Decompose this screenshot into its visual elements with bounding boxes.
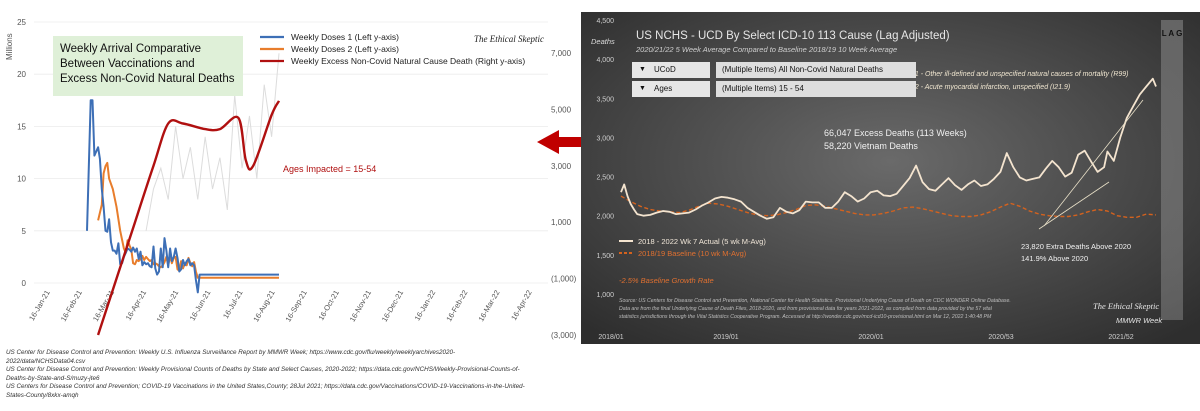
right-y-tick-label: 1,000 (551, 218, 572, 227)
filter-ucod[interactable]: ▼ UCoD (Multiple Items) All Non-Covid Na… (632, 62, 932, 78)
right-y-tick-label: 3,000 (551, 162, 572, 171)
y-tick-label: 2,000 (596, 214, 614, 221)
legend-label-baseline: 2018/19 Baseline (10 wk M-Avg) (638, 249, 747, 258)
pointer-line-1 (1043, 99, 1144, 227)
y-axis-unit-label: Millions (5, 33, 14, 60)
x-tick-label: 2020/53 (988, 334, 1013, 341)
filter-ucod-value: (Multiple Items) All Non-Covid Natural D… (716, 62, 916, 78)
filter-ages-label: Ages (654, 84, 673, 93)
y-tick-label: 2,500 (596, 175, 614, 182)
x-tick-label: 2019/01 (713, 334, 738, 341)
excess-deaths-label: 66,047 Excess Deaths (113 Weeks) (824, 128, 967, 138)
percent-above-label: 141.9% Above 2020 (1021, 254, 1088, 263)
filter-ages-button[interactable]: ▼ Ages (632, 81, 710, 97)
filter-ucod-label: UCoD (654, 65, 676, 74)
x-tick-label: 2018/01 (598, 334, 623, 341)
chart-title: US NCHS - UCD By Select ICD-10 113 Cause… (636, 30, 950, 42)
x-tick-label: 2020/01 (858, 334, 883, 341)
annotation-r99: #1 - Other ill-defined and unspecified n… (911, 71, 1129, 78)
legend: Weekly Doses 1 (Left y-axis) Weekly Doses… (260, 32, 525, 66)
x-axis-label: MMWR Week (1116, 316, 1163, 325)
lag-label: L A G (1162, 29, 1183, 38)
legend-label: Weekly Excess Non-Covid Natural Cause De… (291, 56, 525, 66)
legend-label: Weekly Doses 2 (Left y-axis) (291, 44, 399, 54)
excess-death-line (96, 100, 281, 336)
source-line: US Center for Disease Control and Preven… (6, 366, 520, 374)
extra-deaths-label: 23,820 Extra Deaths Above 2020 (1021, 242, 1131, 251)
title-line-1: Weekly Arrival Comparative (60, 43, 201, 55)
y-axis-label: Deaths (591, 37, 615, 46)
right-y-tick-label: (3,000) (551, 331, 577, 340)
source-line: US Center for Disease Control and Preven… (6, 349, 456, 356)
y-tick-label: 4,500 (596, 18, 614, 25)
doses-1-line (86, 99, 279, 294)
actual-line (620, 77, 1157, 220)
left-y-tick-label: 20 (17, 70, 26, 79)
x-axis-ticks: 2018/01 2019/01 2020/01 2020/53 2021/52 (598, 334, 1133, 341)
dropdown-arrow-icon: ▼ (639, 85, 646, 92)
right-y-axis-ticks: (3,000) (1,000) 1,000 3,000 5,000 7,000 (551, 49, 577, 340)
left-y-tick-label: 10 (17, 175, 26, 184)
y-tick-label: 1,500 (596, 253, 614, 260)
legend-label: Weekly Doses 1 (Left y-axis) (291, 32, 399, 42)
left-y-tick-label: 15 (17, 122, 26, 131)
source-note-3: statistics jurisdictions through the Vit… (619, 314, 992, 320)
y-tick-label: 3,500 (596, 96, 614, 103)
title-line-3: Excess Non-Covid Natural Deaths (60, 73, 235, 85)
filter-ucod-button[interactable]: ▼ UCoD (632, 62, 710, 78)
ghost-line (145, 53, 280, 231)
y-tick-label: 4,000 (596, 57, 614, 64)
vietnam-deaths-label: 58,220 Vietnam Deaths (824, 141, 918, 151)
growth-rate-label: -2.5% Baseline Growth Rate (619, 276, 714, 285)
source-line: States-County/8xkx-amqh (6, 391, 79, 399)
left-y-tick-label: 25 (17, 18, 26, 27)
left-y-tick-label: 0 (22, 279, 27, 288)
pointer-line-2 (1038, 181, 1110, 230)
x-tick-label: 2021/52 (1108, 334, 1133, 341)
legend-label-actual: 2018 - 2022 Wk 7 Actual (5 wk M-Avg) (638, 237, 766, 246)
lag-band (1161, 20, 1183, 320)
right-y-tick-label: 5,000 (551, 105, 572, 114)
sources-block: US Center for Disease Control and Preven… (6, 349, 576, 401)
title-box (53, 36, 243, 96)
source-note-2: Data are from the final Underlying Cause… (619, 306, 993, 312)
baseline-line (620, 195, 1157, 219)
filter-ages[interactable]: ▼ Ages (Multiple Items) 15 - 54 (632, 81, 932, 97)
left-y-axis-ticks: 0 5 10 15 20 25 (17, 18, 26, 288)
dropdown-arrow-icon: ▼ (639, 66, 646, 73)
ghost-series (145, 53, 280, 231)
filter-ages-value: (Multiple Items) 15 - 54 (716, 81, 916, 97)
annotation-i21: #2 - Acute myocardial infarction, unspec… (911, 84, 1070, 91)
series-lines (86, 99, 281, 336)
right-y-tick-label: 7,000 (551, 49, 572, 58)
series-lines (620, 77, 1157, 220)
y-axis-ticks: 1,000 1,500 2,000 2,500 3,000 3,500 4,000 4,500 (596, 18, 614, 299)
ages-annotation: Ages Impacted = 15-54 (283, 164, 376, 174)
y-tick-label: 1,000 (596, 292, 614, 299)
vaccination-excess-death-chart: 0 5 10 15 20 25 (3,000) (1,000) 1,000 3,000 5,000… (0, 0, 578, 344)
source-line: Deaths-by-State-and-S/muzy-jte6 (6, 374, 100, 382)
source-note-1: Source: US Centers for Disease Control a… (619, 298, 1011, 304)
watermark: The Ethical Skeptic (474, 34, 544, 44)
title-line-2: Between Vaccinations and (60, 58, 195, 70)
source-line: US Centers for Disease Control and Preve… (6, 383, 525, 391)
watermark: The Ethical Skeptic (1093, 301, 1159, 311)
chart-subtitle: 2020/21/22 5 Week Average Compared to Ba… (635, 45, 897, 54)
y-tick-label: 3,000 (596, 135, 614, 142)
right-y-tick-label: (1,000) (551, 275, 577, 284)
source-line: 2022/data/NCHSData04.csv (6, 357, 86, 365)
left-y-tick-label: 5 (22, 227, 27, 236)
